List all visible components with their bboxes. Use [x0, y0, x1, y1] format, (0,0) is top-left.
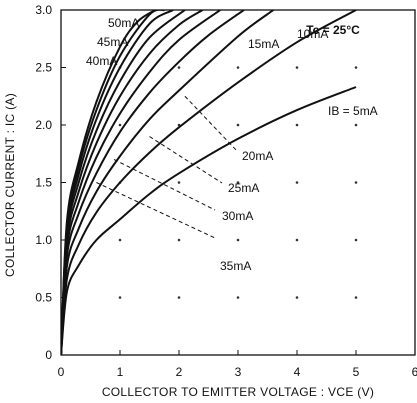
grid-dot: [295, 181, 299, 184]
curve-50ma: [61, 10, 156, 355]
x-tick-label: 3: [235, 365, 242, 379]
x-axis-ticks: 0 1 2 3 4 5 6: [58, 350, 417, 379]
curve-10ma: [61, 10, 357, 355]
grid-dot: [177, 296, 181, 299]
grid-dot: [236, 123, 240, 127]
grid-dot: [295, 238, 299, 242]
curve-label-45ma: 45mA: [97, 35, 128, 49]
grid-dot: [354, 238, 358, 242]
grid-dot: [177, 181, 181, 184]
y-tick-label: 2.5: [35, 61, 52, 75]
grid-dot: [295, 296, 299, 299]
x-tick-label: 0: [58, 365, 65, 379]
x-tick-label: 6: [412, 365, 417, 379]
temperature-annotation: Tc = 25°C: [306, 23, 360, 37]
x-tick-label: 4: [294, 365, 301, 379]
curve-label-15ma: 15mA: [248, 37, 279, 51]
curve-ib-5ma: [61, 86, 357, 355]
x-tick-label: 5: [353, 365, 360, 379]
grid-dots: [118, 66, 358, 299]
curve-label-35ma: 35mA: [220, 259, 251, 273]
grid-dot: [118, 238, 122, 242]
curve-15ma: [61, 10, 274, 355]
curves-group: [61, 10, 357, 355]
grid-dot: [295, 123, 299, 127]
curve-label-10ma: 10mA: [297, 27, 328, 41]
grid-dot: [177, 66, 181, 69]
y-tick-label: 1.0: [35, 233, 52, 247]
label-leader-line: [149, 136, 223, 184]
x-tick-label: 1: [117, 365, 124, 379]
y-axis-ticks: 0 0.5 1.0 1.5 2.0 2.5 3.0: [35, 3, 66, 362]
grid-dot: [118, 296, 122, 299]
grid-dot: [354, 296, 358, 299]
y-tick-label: 1.5: [35, 176, 52, 190]
curve-label-20ma: 20mA: [242, 149, 273, 163]
x-axis-title: COLLECTOR TO EMITTER VOLTAGE : VCE (V): [102, 385, 374, 399]
grid-dot: [295, 66, 299, 69]
x-tick-label: 2: [176, 365, 183, 379]
curve-label-25ma: 25mA: [228, 181, 259, 195]
grid-dot: [177, 238, 181, 242]
label-leader-line: [96, 182, 216, 239]
curve-label-50ma: 50mA: [108, 16, 139, 30]
curve-label-40ma: 40mA: [86, 54, 117, 68]
grid-dot: [236, 296, 240, 299]
curve-label-5ma: IB = 5mA: [328, 104, 378, 118]
grid-dot: [236, 181, 240, 184]
y-tick-label: 3.0: [35, 3, 52, 17]
grid-dot: [354, 66, 358, 69]
curve-20ma: [61, 10, 245, 355]
grid-dot: [236, 238, 240, 242]
curve-labels: 50mA 45mA 40mA 15mA 10mA IB = 5mA 20mA 25mA 30mA…: [86, 16, 378, 273]
y-tick-label: 0: [45, 348, 52, 362]
curve-label-30ma: 30mA: [222, 209, 253, 223]
y-tick-label: 0.5: [35, 291, 52, 305]
y-tick-label: 2.0: [35, 118, 52, 132]
y-axis-title: COLLECTOR CURRENT : IC (A): [3, 93, 17, 277]
grid-dot: [236, 66, 240, 69]
curve-25ma: [61, 10, 221, 355]
label-leader-line: [113, 159, 216, 211]
grid-dot: [354, 181, 358, 184]
grid-dot: [354, 123, 358, 127]
grid-dot: [118, 123, 122, 127]
